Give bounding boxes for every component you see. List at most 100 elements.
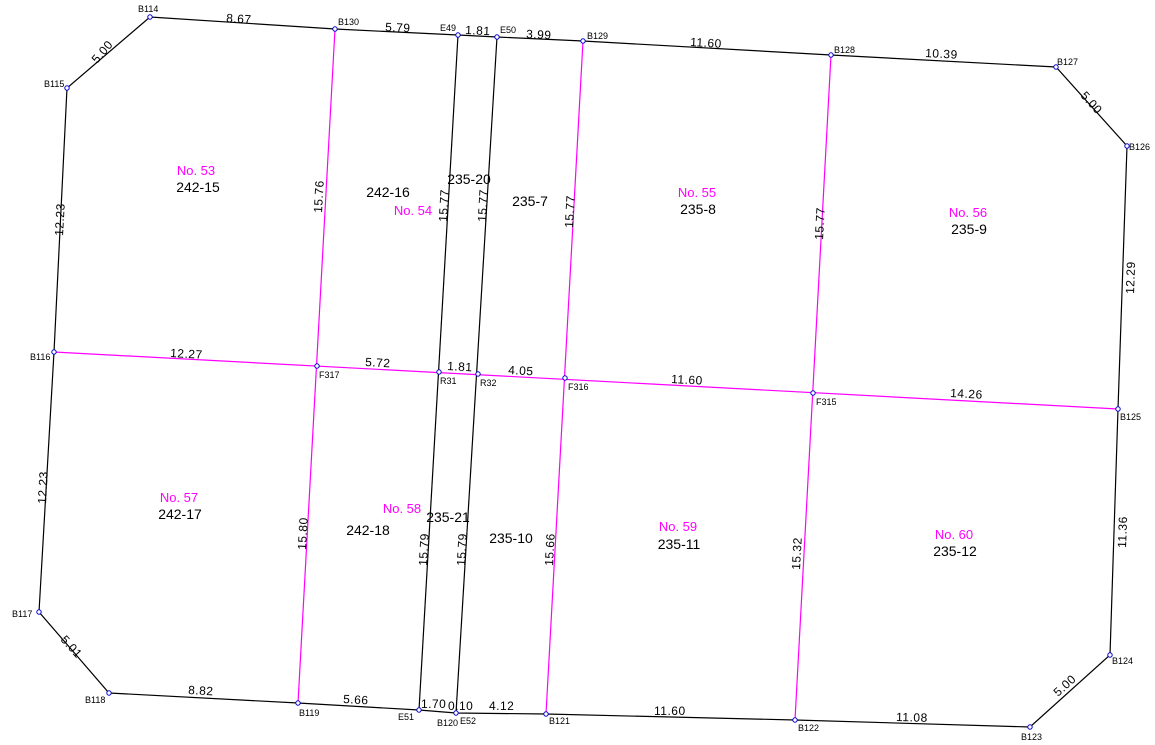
point-labels: B114 B130 E49 E50 B129 B128 B127 B126 B1… [12,4,1150,742]
point-label-b129: B129 [587,31,608,41]
dim-bot-d: 0.10 [448,699,473,713]
dim-corner-tl: 5.00 [89,38,116,66]
point-label-f317: F317 [319,370,340,380]
dim-corner-tr: 5.00 [1078,89,1105,117]
point-label-b119: B119 [299,708,319,718]
parcel-235-8: 235-8 [680,201,716,217]
dim-v-f315-dn: 15.32 [789,537,805,570]
dim-bot-c: 1.70 [421,697,446,711]
point-label-b122: B122 [798,723,819,733]
parcel-235-9: 235-9 [951,221,987,237]
point-label-e49: E49 [440,23,456,33]
dim-bot-f: 11.60 [654,704,686,718]
dimension-labels: 8.67 5.79 1.81 3.99 11.60 10.39 5.00 5.0… [35,11,1138,725]
point-label-r32: R32 [480,378,497,388]
lot-number-55: No. 55 [678,185,716,200]
point-marker-f316 [562,375,568,381]
point-label-b115: B115 [44,79,64,89]
dim-corner-bl: 5.01 [58,633,85,661]
dim-v-f315-up: 15.77 [812,207,828,240]
point-marker-b114 [147,14,153,20]
point-marker-b115 [64,85,70,91]
point-marker-b117 [36,609,42,615]
point-marker-e50 [494,34,500,40]
point-label-r31: R31 [440,376,457,386]
parcel-235-7: 235-7 [512,193,548,209]
point-marker-e52 [453,710,459,716]
parcel-242-17: 242-17 [158,506,202,522]
point-label-b126: B126 [1129,142,1150,152]
dim-right-lower: 11.36 [1115,516,1130,548]
point-label-b127: B127 [1057,57,1078,67]
dim-top-c: 1.81 [465,23,491,38]
dim-top-d: 3.99 [526,27,552,42]
lot-number-59: No. 59 [659,519,697,534]
point-label-b116: B116 [30,352,50,362]
dim-mid-f: 14.26 [950,386,983,402]
point-label-b124: B124 [1112,656,1133,666]
lot-number-56: No. 56 [949,205,987,220]
parcel-242-15: 242-15 [176,179,220,195]
dim-v-r32-dn: 15.79 [454,533,470,566]
point-marker-b116 [51,349,57,355]
parcel-235-12: 235-12 [933,543,977,559]
point-label-e52: E52 [460,716,476,726]
outer-boundary [38,16,1128,728]
parcel-235-10: 235-10 [489,530,533,546]
point-marker-b126 [1124,143,1130,149]
point-label-b120: B120 [437,718,458,728]
point-label-b130: B130 [338,17,359,27]
parcel-235-11: 235-11 [658,536,701,552]
point-marker-r32 [475,371,481,377]
point-marker-b123 [1027,724,1033,730]
dim-v-r31-dn: 15.79 [416,533,432,566]
point-marker-b130 [332,26,338,32]
parcel-235-20: 235-20 [447,171,491,187]
dim-v-f316-dn: 15.66 [542,533,558,566]
dim-left-upper: 12.23 [52,203,68,236]
lot-number-58: No. 58 [383,501,421,516]
point-marker-f315 [810,390,816,396]
dim-bot-b: 5.66 [343,692,369,707]
dim-top-e: 11.60 [690,35,722,51]
point-label-b128: B128 [834,45,855,55]
survey-points [36,14,1130,730]
point-marker-b119 [295,700,301,706]
point-label-b125: B125 [1120,412,1141,422]
dim-bot-e: 4.12 [489,699,514,713]
point-label-b123: B123 [1021,732,1042,742]
lot-number-60: No. 60 [935,527,973,542]
dim-top-f: 10.39 [925,46,958,62]
lot-labels: No. 53 242-15 No. 54 242-16 235-20 235-7… [158,163,987,559]
point-marker-b129 [580,38,586,44]
parcel-235-21: 235-21 [426,509,470,525]
point-marker-b125 [1115,406,1121,412]
point-label-b118: B118 [85,695,105,705]
point-label-e50: E50 [500,25,516,35]
dim-v-r32-up: 15.77 [475,189,491,222]
dim-bot-a: 8.82 [188,683,214,698]
point-label-b121: B121 [549,716,570,726]
point-label-f316: F316 [568,382,589,392]
point-marker-b118 [106,690,112,696]
point-label-b117: B117 [12,609,32,619]
point-marker-e51 [416,707,422,713]
parcel-242-16: 242-16 [366,184,410,200]
point-marker-b124 [1107,652,1113,658]
dim-right-upper: 12.29 [1123,261,1138,294]
lot-number-53: No. 53 [177,163,215,178]
dim-top-a: 8.67 [226,11,252,27]
point-marker-b128 [828,52,834,58]
point-label-e51: E51 [398,712,414,722]
parcel-242-18: 242-18 [346,522,390,538]
dim-left-lower: 12.23 [35,471,51,504]
point-marker-b122 [792,717,798,723]
dim-top-b: 5.79 [385,20,411,35]
dim-v-f316-up: 15.77 [562,195,578,228]
point-marker-f317 [314,363,320,369]
dim-bot-g: 11.08 [896,710,928,725]
point-label-f315: F315 [816,397,837,407]
dim-mid-b: 5.72 [365,355,391,370]
dim-mid-c: 1.81 [447,359,473,374]
